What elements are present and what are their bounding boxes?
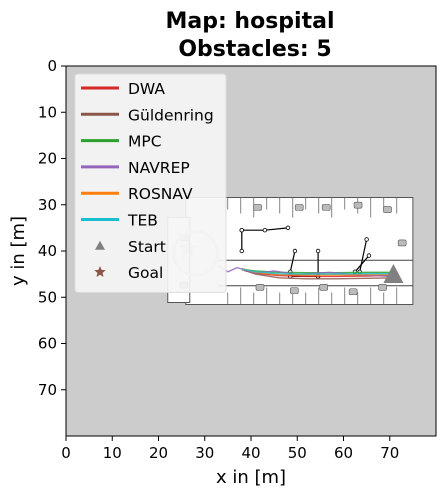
legend-label: Güldenring: [128, 106, 214, 124]
x-tick-label: 50: [288, 444, 307, 462]
map-furniture: [383, 206, 392, 213]
legend-label: DWA: [128, 80, 165, 98]
map-furniture: [378, 283, 387, 291]
legend-label: Goal: [128, 264, 163, 282]
x-axis-ticks: 0 10 20 30 40 50 60 70: [61, 436, 399, 462]
legend-label: Start: [128, 238, 166, 256]
y-tick-label: 30: [38, 196, 57, 214]
obstacle-path: [289, 250, 296, 272]
legend-item-g-ldenring: Güldenring: [81, 106, 214, 124]
y-tick-label: 40: [38, 242, 57, 260]
legend-item-rosnav: ROSNAV: [81, 185, 193, 203]
legend-swatch: [94, 266, 106, 277]
obstacle-waypoint: [366, 253, 372, 258]
map-furniture: [321, 204, 331, 211]
map-furniture: [255, 283, 265, 291]
start-marker: [383, 264, 404, 284]
chart-title-line-1: Map: hospital: [165, 9, 334, 34]
x-axis-label: x in [m]: [216, 467, 286, 488]
legend-label: TEB: [127, 212, 158, 230]
legend-swatch: [95, 240, 105, 250]
legend-item-dwa: DWA: [81, 80, 165, 98]
legend-label: NAVREP: [128, 159, 190, 177]
y-axis-ticks: 0 10 20 30 40 50 60 70: [38, 57, 66, 399]
map-furniture: [319, 283, 329, 291]
trajectory-series: [218, 265, 395, 280]
map-furniture: [290, 287, 299, 294]
obstacle-waypoint: [292, 248, 298, 254]
legend-item-teb: TEB: [81, 212, 158, 230]
y-tick-label: 70: [38, 381, 57, 399]
legend-label: ROSNAV: [128, 185, 193, 203]
legend-item-start: Start: [95, 238, 166, 256]
obstacle-waypoint: [285, 225, 291, 231]
y-tick-label: 0: [47, 57, 57, 75]
map-furniture: [294, 204, 304, 211]
x-tick-label: 20: [149, 444, 168, 462]
legend-item-goal: Goal: [94, 264, 163, 282]
x-tick-label: 0: [61, 444, 71, 462]
y-tick-label: 50: [38, 288, 57, 306]
y-tick-label: 60: [38, 335, 57, 353]
obstacle-waypoint: [262, 227, 268, 233]
legend-box: [74, 73, 227, 293]
legend: DWA Güldenring MPC NAVREP ROSNAV TEB Start Goal: [74, 73, 227, 293]
map-furniture: [253, 204, 262, 211]
legend-item-mpc: MPC: [81, 133, 162, 151]
x-tick-label: 30: [195, 444, 214, 462]
y-tick-label: 10: [38, 103, 57, 121]
obstacle-waypoint: [239, 227, 244, 233]
map-furniture: [353, 201, 363, 209]
obstacle-waypoint: [239, 248, 244, 254]
legend-label: MPC: [128, 133, 162, 151]
obstacle-path: [359, 239, 368, 272]
x-tick-label: 70: [380, 444, 399, 462]
legend-item-navrep: NAVREP: [81, 159, 190, 177]
map-furniture: [397, 239, 407, 247]
x-tick-label: 10: [103, 444, 122, 462]
obstacle-waypoint: [364, 237, 369, 242]
series-line-teb: [241, 268, 395, 275]
map-furniture: [348, 288, 358, 296]
y-axis-label: y in [m]: [8, 216, 29, 286]
chart-title-line-2: Obstacles: 5: [178, 37, 331, 62]
series-line-güldenring: [241, 268, 395, 280]
x-tick-label: 60: [334, 444, 353, 462]
obstacle-waypoint: [315, 248, 321, 254]
series-line-mpc: [241, 268, 395, 274]
x-tick-label: 40: [241, 444, 260, 462]
y-tick-label: 20: [38, 150, 57, 168]
